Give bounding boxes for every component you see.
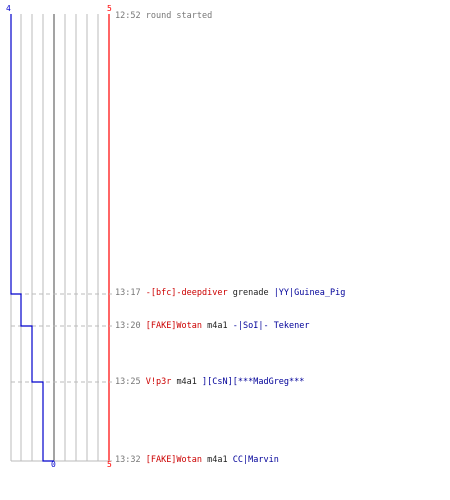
- event-dashed-lines: [11, 293, 112, 462]
- event-time: 13:17: [115, 288, 141, 298]
- log-line-kill: 13:20 [FAKE]Wotan m4a1 -|SoI|- Tekener: [115, 321, 310, 331]
- log-line-round-start: 12:52 round started: [115, 11, 212, 21]
- weapon-name: grenade: [232, 288, 269, 298]
- victim-name: -|SoI|- Tekener: [232, 321, 310, 331]
- killer-name: [FAKE]Wotan: [145, 321, 203, 331]
- victim-name: CC|Marvin: [232, 455, 279, 465]
- event-time: 13:32: [115, 455, 141, 465]
- killer-name: [FAKE]Wotan: [145, 455, 203, 465]
- weapon-name: m4a1: [207, 455, 228, 465]
- event-time: 12:52: [115, 11, 141, 21]
- red-team-bottom-label: 5: [107, 460, 112, 469]
- victim-name: |YY|Guinea_Pig: [273, 288, 346, 298]
- weapon-name: m4a1: [207, 321, 228, 331]
- log-line-kill: 13:32 [FAKE]Wotan m4a1 CC|Marvin: [115, 455, 279, 465]
- log-line-kill: 13:17 -[bfc]-deepdiver grenade |YY|Guine…: [115, 288, 345, 298]
- victim-name: ][CsN][***MadGreg***: [202, 377, 305, 387]
- event-time: 13:25: [115, 377, 141, 387]
- bottom-center-label: 0: [51, 460, 56, 469]
- event-time: 13:20: [115, 321, 141, 331]
- weapon-name: m4a1: [176, 377, 197, 387]
- blue-team-step-line: [10, 14, 54, 462]
- event-message: round started: [145, 11, 213, 21]
- killer-name: -[bfc]-deepdiver: [145, 288, 228, 298]
- red-team-top-label: 5: [107, 4, 112, 13]
- blue-team-count-label: 4: [6, 4, 11, 13]
- grid-lines: [10, 14, 110, 462]
- log-line-kill: 13:25 V!p3r m4a1 ][CsN][***MadGreg***: [115, 377, 304, 387]
- killer-name: V!p3r: [145, 377, 172, 387]
